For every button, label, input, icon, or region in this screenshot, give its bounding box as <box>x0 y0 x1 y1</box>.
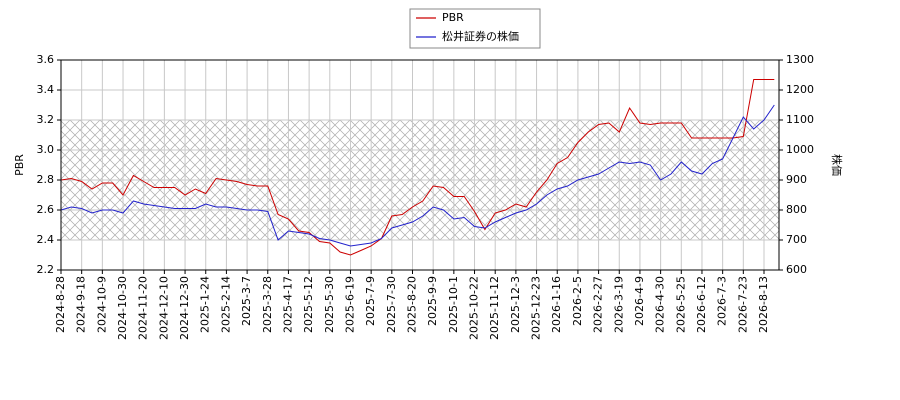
x-tick-label: 2024-8-28 <box>54 276 67 333</box>
legend-label: PBR <box>442 11 464 24</box>
x-tick-label: 2025-3-7 <box>240 276 253 326</box>
x-tick-label: 2026-8-13 <box>757 276 770 333</box>
x-tick-label: 2026-4-9 <box>633 276 646 326</box>
y2-tick-label: 600 <box>786 263 807 276</box>
x-tick-label: 2025-12-3 <box>509 276 522 333</box>
x-tick-label: 2026-3-19 <box>612 276 625 333</box>
x-tick-label: 2026-2-5 <box>571 276 584 326</box>
y2-tick-label: 1000 <box>786 143 814 156</box>
y2-tick-label: 1300 <box>786 53 814 66</box>
x-tick-label: 2025-4-17 <box>281 276 294 333</box>
y-tick-label: 2.6 <box>37 203 55 216</box>
x-tick-label: 2026-4-30 <box>654 276 667 333</box>
x-tick-label: 2026-7-3 <box>716 276 729 326</box>
x-tick-label: 2024-9-18 <box>75 276 88 333</box>
y2-tick-label: 1100 <box>786 113 814 126</box>
y-tick-label: 3.4 <box>37 83 55 96</box>
y2-axis-label: 株価 <box>830 154 844 176</box>
legend-box <box>409 8 541 49</box>
x-tick-label: 2025-3-28 <box>261 276 274 333</box>
x-tick-label: 2025-11-12 <box>488 276 501 340</box>
y-tick-label: 3.0 <box>37 143 55 156</box>
x-tick-label: 2025-9-9 <box>426 276 439 326</box>
x-tick-label: 2026-2-27 <box>592 276 605 333</box>
y-tick-label: 2.4 <box>37 233 55 246</box>
x-tick-label: 2026-6-12 <box>695 276 708 333</box>
series-line <box>60 79 775 256</box>
plot-frame <box>60 59 780 271</box>
x-tick-label: 2026-7-23 <box>736 276 749 333</box>
y2-tick-label: 1200 <box>786 83 814 96</box>
x-tick-label: 2024-10-9 <box>95 276 108 333</box>
x-tick-label: 2025-1-24 <box>199 276 212 333</box>
x-tick-label: 2026-1-16 <box>550 276 563 333</box>
x-tick-label: 2025-2-14 <box>219 276 232 333</box>
y-tick-label: 3.2 <box>37 113 55 126</box>
x-tick-label: 2025-10-1 <box>447 276 460 333</box>
y2-tick-label: 800 <box>786 203 807 216</box>
x-tick-label: 2025-5-30 <box>323 276 336 333</box>
x-tick-label: 2024-11-20 <box>137 276 150 340</box>
y-tick-label: 3.6 <box>37 53 55 66</box>
y-tick-label: 2.2 <box>37 263 55 276</box>
x-tick-label: 2025-7-9 <box>364 276 377 326</box>
y2-tick-label: 900 <box>786 173 807 186</box>
x-tick-label: 2024-12-30 <box>178 276 191 340</box>
x-tick-label: 2025-6-19 <box>343 276 356 333</box>
series-line <box>60 104 775 247</box>
y-tick-label: 2.8 <box>37 173 55 186</box>
x-tick-label: 2025-10-22 <box>468 276 481 340</box>
legend-label: 松井証券の株価 <box>442 29 519 43</box>
y2-tick-label: 700 <box>786 233 807 246</box>
x-tick-label: 2025-7-30 <box>385 276 398 333</box>
x-tick-label: 2025-5-12 <box>302 276 315 333</box>
x-tick-label: 2025-12-23 <box>530 276 543 340</box>
y-axis-label: PBR <box>13 154 26 176</box>
x-tick-label: 2025-8-20 <box>406 276 419 333</box>
x-tick-label: 2026-5-25 <box>674 276 687 333</box>
legend: PBR 松井証券の株価 <box>409 8 541 49</box>
x-tick-label: 2024-10-30 <box>116 276 129 340</box>
x-tick-label: 2024-12-10 <box>157 276 170 340</box>
